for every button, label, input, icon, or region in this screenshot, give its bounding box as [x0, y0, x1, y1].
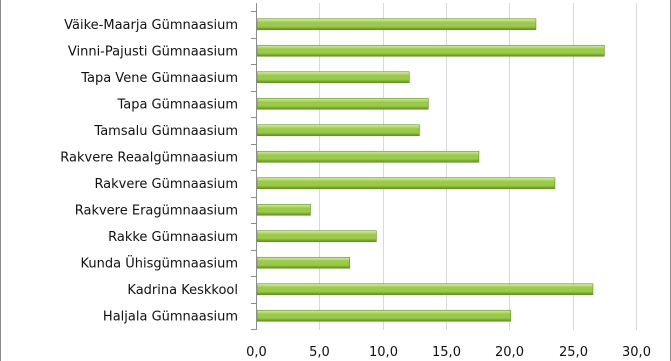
x-tick-label: 15,0 [432, 345, 461, 360]
bar [256, 177, 556, 190]
bar [256, 124, 420, 137]
bar [256, 18, 537, 31]
bar [256, 203, 311, 216]
x-tick-label: 30,0 [622, 345, 651, 360]
bar [256, 44, 605, 57]
gridlines [319, 3, 637, 330]
bar [256, 283, 594, 296]
bar [256, 97, 429, 110]
x-tick-label: 10,0 [369, 345, 398, 360]
axes [251, 3, 257, 330]
bar [256, 256, 351, 269]
category-label: Tapa Vene Gümnaasium [80, 71, 238, 86]
labels: 0,0 5,0 10,0 15,0 20,0 25,0 30,0 Väike-Maarja G… [60, 18, 651, 360]
x-tick-label: 20,0 [495, 345, 524, 360]
category-label: Tamsalu Gümnaasium [93, 124, 238, 139]
bar [256, 71, 410, 84]
x-tick-label: 0,0 [246, 345, 267, 360]
category-label: Rakvere Gümnaasium [94, 177, 238, 192]
category-label: Tapa Gümnaasium [116, 97, 238, 112]
category-label: Rakke Gümnaasium [108, 230, 238, 245]
category-label: Väike-Maarja Gümnaasium [64, 18, 238, 33]
bar [256, 230, 377, 243]
bars [256, 18, 605, 322]
category-label: Rakvere Eragümnaasium [75, 203, 238, 218]
bar [256, 309, 511, 322]
category-label: Kadrina Keskkool [127, 283, 238, 298]
category-label: Kunda Ühisgümnaasium [81, 254, 238, 271]
category-label: Vinni-Pajusti Gümnaasium [68, 44, 238, 59]
x-tick-label: 25,0 [559, 345, 588, 360]
bar [256, 150, 480, 163]
category-label: Haljala Gümnaasium [103, 309, 238, 324]
x-tick-label: 5,0 [309, 345, 330, 360]
category-label: Rakvere Reaalgümnaasium [60, 150, 238, 165]
